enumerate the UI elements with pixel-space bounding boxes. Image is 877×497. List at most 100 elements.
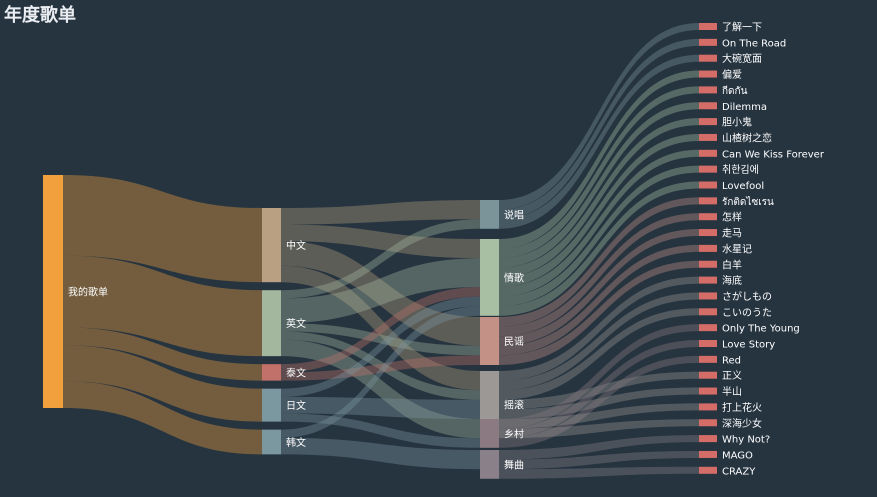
- link-英文-摇滚[interactable]: [281, 331, 480, 400]
- node-大碗宽面[interactable]: [699, 54, 717, 62]
- node-On The Road[interactable]: [699, 38, 717, 46]
- link-情歌-胆小鬼[interactable]: [499, 118, 699, 278]
- link-舞曲-CRAZY[interactable]: [499, 466, 699, 479]
- link-日文-乡村[interactable]: [281, 413, 480, 448]
- link-情歌-山楂树之恋[interactable]: [499, 133, 699, 287]
- link-韩文-舞曲[interactable]: [281, 437, 480, 470]
- node-label-MAGO: MAGO: [722, 450, 753, 461]
- link-摇滚-半山[interactable]: [499, 387, 699, 419]
- link-摇滚-深海少女[interactable]: [499, 419, 699, 439]
- link-我的歌单-英文[interactable]: [63, 255, 262, 357]
- node-怎样[interactable]: [699, 213, 717, 221]
- node-半山[interactable]: [699, 387, 717, 395]
- link-英文-乡村[interactable]: [281, 339, 480, 439]
- node-MAGO[interactable]: [699, 450, 717, 458]
- link-说唱-了解一下[interactable]: [499, 23, 699, 210]
- node-Can We Kiss Forever[interactable]: [699, 149, 717, 157]
- link-我的歌单-韩文[interactable]: [63, 381, 262, 455]
- node-胆小鬼[interactable]: [699, 118, 717, 126]
- node-日文[interactable]: [262, 388, 281, 422]
- node-Why Not?[interactable]: [699, 435, 717, 443]
- link-韩文-情歌[interactable]: [281, 306, 480, 438]
- node-label-Only The Young: Only The Young: [722, 324, 800, 335]
- link-我的歌单-中文[interactable]: [63, 175, 262, 283]
- node-打上花火[interactable]: [699, 403, 717, 411]
- node-さがしもの[interactable]: [699, 292, 717, 300]
- node-กีดกัน[interactable]: [699, 86, 717, 94]
- link-情歌-취한김에[interactable]: [499, 165, 699, 307]
- link-中文-摇滚[interactable]: [281, 265, 480, 391]
- node-Only The Young[interactable]: [699, 324, 717, 332]
- node-こいのうた[interactable]: [699, 308, 717, 316]
- link-英文-情歌[interactable]: [281, 258, 480, 324]
- node-label-大碗宽面: 大碗宽面: [722, 52, 762, 65]
- link-舞曲-Why Not?[interactable]: [499, 435, 699, 460]
- node-海底[interactable]: [699, 276, 717, 284]
- link-说唱-大碗宽面[interactable]: [499, 54, 699, 229]
- link-情歌-Can We Kiss Forever[interactable]: [499, 149, 699, 297]
- links-layer: [63, 23, 699, 479]
- node-说唱[interactable]: [480, 200, 499, 229]
- link-民谣-水星记[interactable]: [499, 244, 699, 356]
- link-摇滚-さがしもの[interactable]: [499, 292, 699, 391]
- node-label-了解一下: 了解一下: [722, 21, 762, 34]
- node-了解一下[interactable]: [699, 23, 717, 30]
- link-情歌-偏爱[interactable]: [499, 70, 699, 249]
- node-民谣[interactable]: [480, 317, 499, 365]
- node-走马[interactable]: [699, 229, 717, 237]
- node-英文[interactable]: [262, 290, 281, 357]
- node-Red[interactable]: [699, 355, 717, 363]
- link-民谣-走马[interactable]: [499, 229, 699, 346]
- node-正义[interactable]: [699, 371, 717, 379]
- node-偏爱[interactable]: [699, 70, 717, 78]
- link-日文-情歌[interactable]: [281, 296, 480, 397]
- link-说唱-On The Road[interactable]: [499, 38, 699, 220]
- link-情歌-กีดกัน[interactable]: [499, 86, 699, 259]
- link-乡村-Love Story[interactable]: [499, 340, 699, 439]
- node-Dilemma[interactable]: [699, 102, 717, 110]
- link-中文-民谣[interactable]: [281, 240, 480, 346]
- link-我的歌单-泰文[interactable]: [63, 327, 262, 381]
- node-白羊[interactable]: [699, 260, 717, 268]
- node-乡村[interactable]: [480, 419, 499, 448]
- link-摇滚-正义[interactable]: [499, 371, 699, 410]
- link-英文-民谣[interactable]: [281, 323, 480, 356]
- link-英文-说唱[interactable]: [281, 219, 480, 299]
- node-水星记[interactable]: [699, 244, 717, 252]
- node-취한김에[interactable]: [699, 165, 717, 173]
- node-label-打上花火: 打上花火: [722, 401, 762, 414]
- node-label-กีดกัน: กีดกัน: [722, 85, 748, 97]
- node-泰文[interactable]: [262, 364, 281, 381]
- node-中文[interactable]: [262, 208, 281, 283]
- link-中文-说唱[interactable]: [281, 200, 480, 225]
- node-韩文[interactable]: [262, 429, 281, 455]
- link-情歌-Lovefool[interactable]: [499, 181, 699, 316]
- link-我的歌单-日文[interactable]: [63, 345, 262, 422]
- node-舞曲[interactable]: [480, 450, 499, 479]
- link-摇滚-海底[interactable]: [499, 276, 699, 381]
- link-泰文-情歌[interactable]: [281, 287, 480, 373]
- link-泰文-民谣[interactable]: [281, 355, 480, 381]
- node-CRAZY[interactable]: [699, 466, 717, 474]
- link-日文-摇滚[interactable]: [281, 396, 480, 419]
- link-舞曲-MAGO[interactable]: [499, 450, 699, 470]
- node-山楂树之恋[interactable]: [699, 133, 717, 141]
- link-摇滚-打上花火[interactable]: [499, 403, 699, 429]
- node-情歌[interactable]: [480, 239, 499, 316]
- link-民谣-รักติดไซเรน[interactable]: [499, 197, 699, 327]
- node-我的歌单[interactable]: [43, 175, 63, 408]
- node-Lovefool[interactable]: [699, 181, 717, 189]
- node-label-摇滚: 摇滚: [504, 399, 524, 412]
- link-中文-情歌[interactable]: [281, 224, 480, 259]
- link-乡村-Red[interactable]: [499, 355, 699, 448]
- link-民谣-怎样[interactable]: [499, 213, 699, 337]
- link-摇滚-こいのうた[interactable]: [499, 308, 699, 400]
- link-情歌-Dilemma[interactable]: [499, 102, 699, 268]
- node-label-泰文: 泰文: [286, 366, 306, 379]
- node-深海少女[interactable]: [699, 419, 717, 427]
- node-รักติดไซเรน[interactable]: [699, 197, 717, 205]
- link-民谣-白羊[interactable]: [499, 260, 699, 365]
- link-乡村-Only The Young[interactable]: [499, 324, 699, 429]
- node-Love Story[interactable]: [699, 340, 717, 347]
